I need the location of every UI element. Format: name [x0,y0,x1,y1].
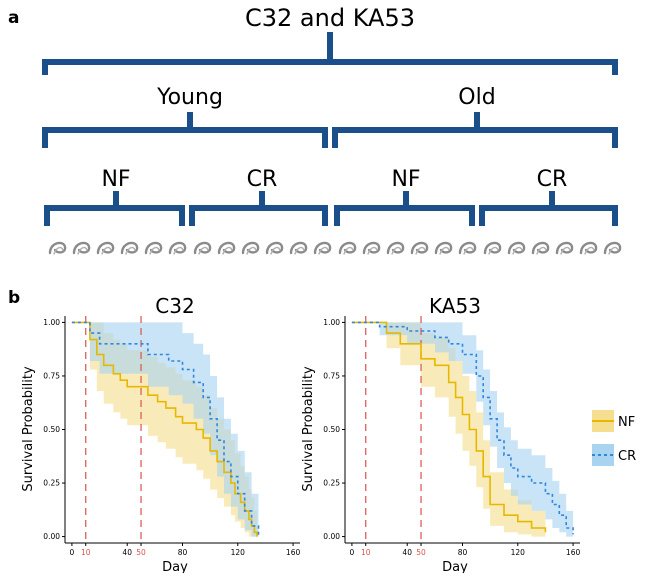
worm-icon [386,241,405,255]
panel-b-letter: b [8,288,20,308]
panel-a-letter: a [8,8,19,28]
x-tick-label: 80 [178,548,188,557]
x-tick-label: 120 [511,548,526,557]
worm-icon [483,241,502,255]
x-tick-label: 40 [122,548,132,557]
panel-b: b 0 10 40 50 80 120 160 0.00 0.25 0.50 0.75 1.00 C3… [8,288,636,575]
diet-label-young-nf: NF [101,167,130,192]
y-tick-label: 0.50 [323,425,340,434]
worm-icon [362,241,381,255]
x-axis-label: Day [442,560,468,573]
x-axis-label: Day [162,560,188,573]
worm-icon [217,241,236,255]
worm-icon [458,241,477,255]
worm-icon [313,241,332,255]
x-tick-label: 10 [361,548,371,557]
legend-label-cr: CR [618,449,636,464]
old-bracket [332,127,618,148]
root-bracket [42,59,618,75]
worm-icon [96,241,115,255]
y-tick-label: 1.00 [323,318,340,327]
survival-line-cr [71,321,260,537]
legend-label-nf: NF [618,415,635,430]
y-axis-label: Survival Probability [301,366,316,492]
worm-icon [168,241,187,255]
survival-line-nf [71,321,258,537]
worm-icon [120,241,139,255]
x-tick-label: 0 [350,548,355,557]
root-label: C32 and KA53 [245,4,415,32]
age-label-young: Young [156,85,223,110]
worm-icon [603,241,622,255]
worm-icon [507,241,526,255]
worm-icon [531,241,550,255]
young-nf-bracket [44,205,185,226]
worm-icon [289,241,308,255]
survival-line-nf [351,321,547,533]
x-tick-label: 120 [231,548,246,557]
young-bracket [42,127,328,148]
worm-icon [72,241,91,255]
y-tick-label: 0.00 [323,532,340,541]
confidence-band-nf [351,322,546,537]
chart-title: KA53 [429,294,481,318]
worm-icon [265,241,284,255]
worm-icon [144,241,163,255]
legend-swatch-cr [592,444,614,466]
y-tick-label: 0.25 [323,479,340,488]
y-tick-label: 0.75 [43,371,60,380]
worm-icon [338,241,357,255]
worm-icon [555,241,574,255]
confidence-band-cr [351,322,574,537]
y-tick-label: 0.00 [43,532,60,541]
x-tick-label: 50 [136,548,146,557]
young-cr-bracket [189,205,328,226]
bracket-tree [42,32,618,226]
diet-label-young-cr: CR [247,167,278,192]
x-tick-label: 160 [286,548,301,557]
worm-icon [434,241,453,255]
diet-label-old-nf: NF [391,167,420,192]
panel-a: a C32 and KA53 Young Old NF CR NF CR [8,4,622,255]
diet-label-old-cr: CR [537,167,568,192]
old-nf-bracket [334,205,475,226]
survival-line-cr [351,321,574,535]
confidence-band-nf [71,322,258,537]
worm-icon [48,241,67,255]
plot-area: 0 10 40 50 80 120 160 0.00 0.25 0.50 0.75 1.00 [43,316,300,557]
x-tick-label: 10 [81,548,91,557]
chart-ka53: 0 10 40 50 80 120 160 0.00 0.25 0.50 0.75 1.00 KA53… [301,294,580,575]
plot-area: 0 10 40 50 80 120 160 0.00 0.25 0.50 0.75 1.00 [323,316,580,557]
age-label-old: Old [458,85,495,110]
x-tick-label: 0 [70,548,75,557]
worm-icon [193,241,212,255]
worm-row [48,241,622,255]
x-tick-label: 80 [458,548,468,557]
worm-icon [410,241,429,255]
x-tick-label: 160 [566,548,581,557]
x-tick-label: 40 [402,548,412,557]
y-axis-label: Survival Probability [21,366,36,492]
y-tick-label: 0.75 [323,371,340,380]
x-tick-label: 50 [416,548,426,557]
legend: NF CR [592,410,636,466]
confidence-band-cr [71,322,259,537]
y-tick-label: 0.50 [43,425,60,434]
chart-title: C32 [155,294,194,318]
worm-icon [579,241,598,255]
y-tick-label: 1.00 [43,318,60,327]
y-tick-label: 0.25 [43,479,60,488]
worm-icon [241,241,260,255]
old-cr-bracket [479,205,618,226]
